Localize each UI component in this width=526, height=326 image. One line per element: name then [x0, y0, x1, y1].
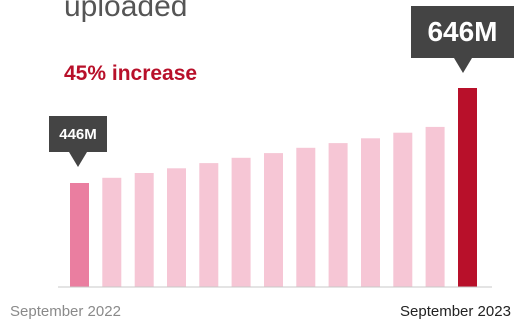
chart-title: uploaded [64, 0, 188, 23]
bar-7 [264, 153, 283, 287]
bar-11 [393, 132, 413, 287]
start-value-callout: 446M [49, 116, 107, 152]
bar-6 [231, 157, 251, 287]
bar-10 [361, 138, 380, 287]
bar-8 [296, 147, 316, 287]
bar-5 [199, 163, 219, 288]
bar-2 [102, 177, 122, 287]
bar-series [70, 88, 477, 288]
bar-13 [458, 88, 477, 287]
bar-1 [70, 183, 89, 287]
end-value-callout: 646M [411, 6, 514, 58]
bar-4 [167, 168, 186, 287]
x-tick-label-start: September 2022 [10, 303, 121, 320]
bar-9 [328, 143, 348, 287]
x-tick-label-end: September 2023 [400, 303, 511, 320]
bar-3 [134, 173, 154, 287]
bar-12 [425, 126, 445, 288]
increase-label: 45% increase [64, 62, 198, 85]
